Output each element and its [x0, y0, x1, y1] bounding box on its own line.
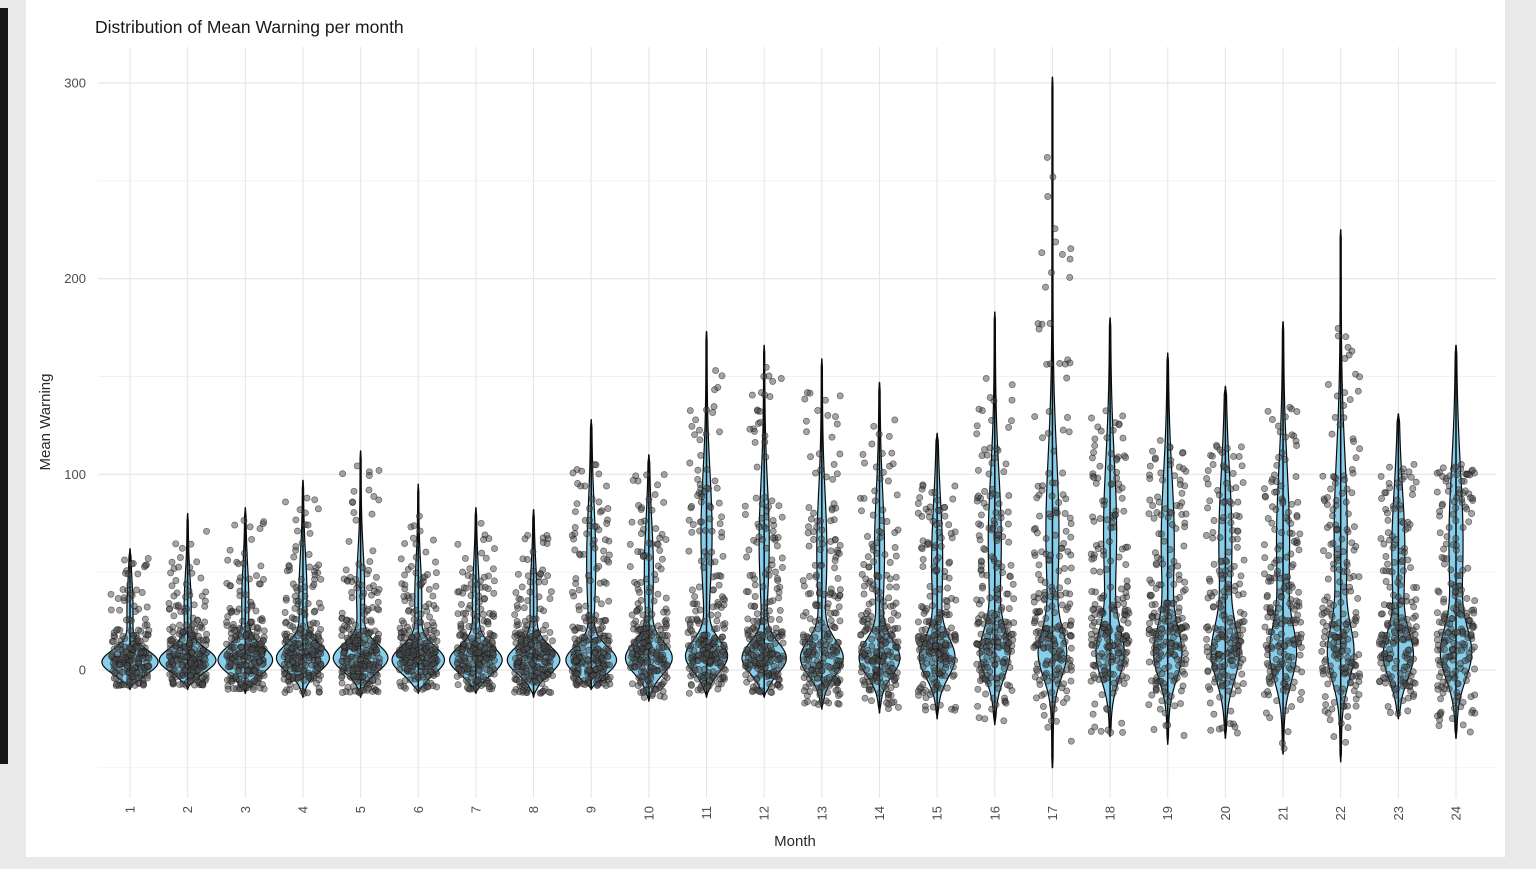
x-tick-label: 21: [1276, 806, 1291, 820]
x-tick-label: 12: [757, 806, 772, 820]
x-tick-label: 20: [1218, 806, 1233, 820]
y-tick-label: 100: [64, 467, 86, 482]
x-tick-label: 18: [1103, 806, 1118, 820]
x-tick-label: 10: [641, 806, 656, 820]
x-tick-label: 14: [872, 806, 887, 820]
plot-title: Distribution of Mean Warning per month: [95, 17, 404, 37]
x-tick-label: 13: [814, 806, 829, 820]
x-tick-label: 11: [699, 806, 714, 820]
x-tick-label: 17: [1045, 806, 1060, 820]
y-tick-label: 300: [64, 75, 86, 90]
y-tick-label: 0: [79, 663, 86, 678]
x-tick-label: 24: [1448, 806, 1463, 820]
x-tick-label: 16: [987, 806, 1002, 820]
x-tick-label: 15: [930, 806, 945, 820]
x-tick-label: 5: [353, 806, 368, 813]
x-tick-label: 3: [238, 806, 253, 813]
x-tick-label: 7: [468, 806, 483, 813]
x-tick-label: 2: [180, 806, 195, 813]
x-tick-label: 4: [295, 806, 310, 813]
x-tick-label: 23: [1391, 806, 1406, 820]
x-tick-label: 19: [1160, 806, 1175, 820]
y-axis-title: Mean Warning: [37, 374, 54, 471]
x-tick-label: 9: [584, 806, 599, 813]
left-edge-bar: [0, 8, 8, 764]
x-tick-label: 6: [411, 806, 426, 813]
x-axis-title: Month: [774, 833, 816, 850]
y-tick-label: 200: [64, 271, 86, 286]
x-tick-label: 1: [123, 806, 138, 813]
x-tick-label: 22: [1333, 806, 1348, 820]
x-tick-label: 8: [526, 806, 541, 813]
